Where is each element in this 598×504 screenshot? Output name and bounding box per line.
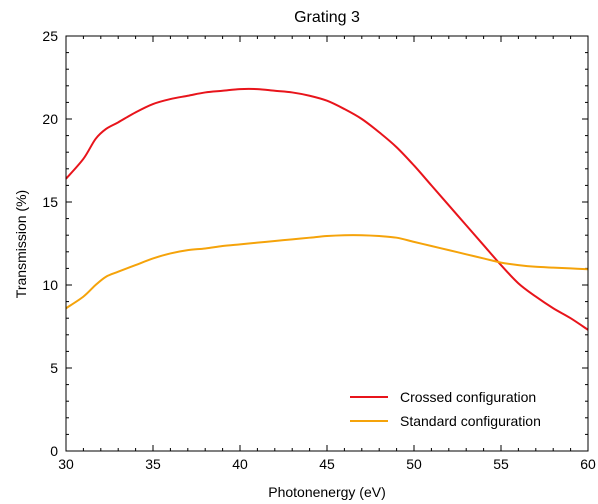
legend: Crossed configuration Standard configurat… bbox=[350, 389, 541, 429]
y-tick-label: 10 bbox=[42, 277, 58, 293]
x-tick-label: 30 bbox=[58, 456, 74, 472]
series-line-crossed bbox=[65, 87, 589, 331]
axis-ticks: 30 35 40 45 50 55 60 0 5 10 15 20 25 bbox=[42, 28, 596, 472]
series-line-standard bbox=[65, 234, 589, 310]
y-tick-label: 15 bbox=[42, 194, 58, 210]
x-tick-label: 60 bbox=[580, 456, 596, 472]
x-tick-label: 50 bbox=[406, 456, 422, 472]
y-axis-label: Transmission (%) bbox=[13, 190, 29, 298]
y-tick-label: 20 bbox=[42, 111, 58, 127]
x-tick-label: 55 bbox=[493, 456, 509, 472]
series-lines bbox=[65, 87, 589, 331]
y-tick-label: 0 bbox=[50, 443, 58, 459]
legend-label: Crossed configuration bbox=[400, 389, 536, 405]
plot-frame bbox=[65, 35, 589, 452]
x-axis-label: Photonenergy (eV) bbox=[268, 484, 386, 500]
x-tick-label: 35 bbox=[145, 456, 161, 472]
y-tick-label: 5 bbox=[50, 360, 58, 376]
x-tick-label: 45 bbox=[319, 456, 335, 472]
chart-title: Grating 3 bbox=[294, 9, 360, 26]
legend-label: Standard configuration bbox=[400, 413, 541, 429]
x-tick-label: 40 bbox=[232, 456, 248, 472]
y-tick-label: 25 bbox=[42, 28, 58, 44]
